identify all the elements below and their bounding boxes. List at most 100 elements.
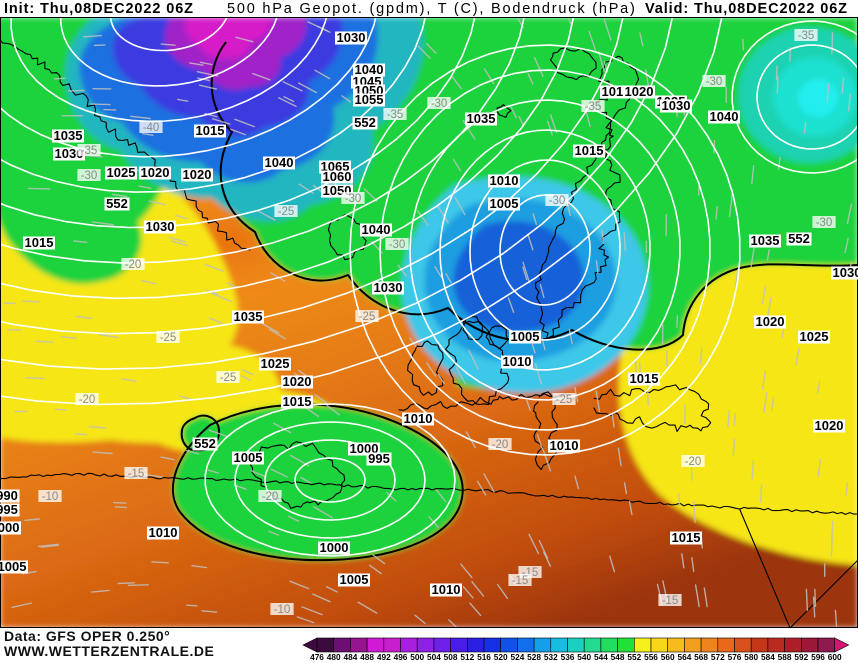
svg-text:1020: 1020 [183,167,212,182]
svg-text:488: 488 [360,652,374,662]
svg-text:-15: -15 [128,468,145,480]
svg-text:484: 484 [343,652,357,662]
svg-text:532: 532 [544,652,558,662]
svg-text:-25: -25 [359,311,376,323]
svg-text:-20: -20 [125,259,142,271]
svg-text:544: 544 [594,652,608,662]
svg-text:1010: 1010 [550,438,579,453]
svg-text:516: 516 [477,652,491,662]
svg-text:480: 480 [327,652,341,662]
svg-text:-20: -20 [492,439,509,451]
svg-text:560: 560 [661,652,675,662]
svg-text:-25: -25 [220,372,237,384]
svg-text:592: 592 [794,652,808,662]
svg-text:1015: 1015 [283,394,312,409]
svg-text:548: 548 [611,652,625,662]
svg-text:-15: -15 [662,595,679,607]
svg-text:1015: 1015 [25,235,54,250]
svg-text:552: 552 [194,436,216,451]
svg-text:-10: -10 [42,491,59,503]
svg-text:-15: -15 [512,575,529,587]
svg-text:-25: -25 [556,394,573,406]
svg-text:576: 576 [728,652,742,662]
svg-text:1010: 1010 [490,173,519,188]
svg-text:1040: 1040 [710,109,739,124]
svg-text:1020: 1020 [625,84,654,99]
svg-text:572: 572 [711,652,725,662]
svg-text:476: 476 [310,652,324,662]
svg-text:-30: -30 [431,98,448,110]
svg-text:552: 552 [788,231,810,246]
svg-text:540: 540 [577,652,591,662]
svg-text:552: 552 [627,652,641,662]
svg-text:1005: 1005 [340,572,369,587]
svg-text:-30: -30 [81,170,98,182]
svg-text:-10: -10 [274,604,291,616]
svg-text:1005: 1005 [0,559,26,574]
svg-text:1015: 1015 [630,371,659,386]
svg-text:1060: 1060 [323,169,352,184]
svg-text:504: 504 [427,652,441,662]
svg-text:1010: 1010 [149,525,178,540]
svg-text:552: 552 [106,196,128,211]
svg-text:1030: 1030 [833,265,858,280]
svg-text:-35: -35 [81,145,98,157]
svg-text:1040: 1040 [362,222,391,237]
svg-text:496: 496 [394,652,408,662]
svg-text:1055: 1055 [355,92,384,107]
svg-text:-30: -30 [816,217,833,229]
svg-text:995: 995 [0,502,18,517]
svg-text:-35: -35 [387,109,404,121]
svg-text:1030: 1030 [337,30,366,45]
svg-text:-30: -30 [549,195,566,207]
svg-text:1035: 1035 [54,128,83,143]
svg-text:1035: 1035 [467,111,496,126]
svg-text:-30: -30 [345,193,362,205]
svg-text:995: 995 [368,451,390,466]
svg-text:-25: -25 [278,206,295,218]
svg-text:-35: -35 [798,30,815,42]
svg-text:564: 564 [677,652,691,662]
svg-text:1010: 1010 [404,411,433,426]
svg-text:1020: 1020 [756,314,785,329]
svg-text:1015: 1015 [672,530,701,545]
svg-text:1025: 1025 [107,165,136,180]
svg-text:1030: 1030 [662,98,691,113]
svg-text:1000: 1000 [0,520,19,535]
svg-text:-35: -35 [585,101,602,113]
svg-text:1005: 1005 [490,196,519,211]
svg-text:588: 588 [778,652,792,662]
svg-text:1035: 1035 [751,233,780,248]
svg-text:1020: 1020 [283,374,312,389]
svg-text:556: 556 [644,652,658,662]
svg-text:1030: 1030 [374,280,403,295]
svg-text:1030: 1030 [146,219,175,234]
svg-text:1010: 1010 [503,354,532,369]
svg-text:552: 552 [354,115,376,130]
svg-text:-20: -20 [685,456,702,468]
svg-text:1040: 1040 [265,155,294,170]
svg-text:-30: -30 [389,239,406,251]
svg-text:508: 508 [444,652,458,662]
svg-text:-40: -40 [143,122,160,134]
svg-text:990: 990 [0,488,18,503]
svg-text:1015: 1015 [575,143,604,158]
svg-text:596: 596 [811,652,825,662]
svg-text:1010: 1010 [432,582,461,597]
svg-text:500: 500 [410,652,424,662]
svg-text:520: 520 [494,652,508,662]
svg-text:1005: 1005 [234,450,263,465]
svg-text:524: 524 [510,652,524,662]
svg-text:568: 568 [694,652,708,662]
svg-text:492: 492 [377,652,391,662]
svg-text:1005: 1005 [511,329,540,344]
svg-text:-20: -20 [262,491,279,503]
svg-text:1035: 1035 [234,309,263,324]
svg-text:1020: 1020 [141,165,170,180]
svg-text:512: 512 [460,652,474,662]
svg-text:1000: 1000 [320,540,349,555]
svg-text:1020: 1020 [815,418,844,433]
svg-text:1015: 1015 [196,123,225,138]
svg-text:1025: 1025 [261,356,290,371]
svg-text:600: 600 [828,652,842,662]
